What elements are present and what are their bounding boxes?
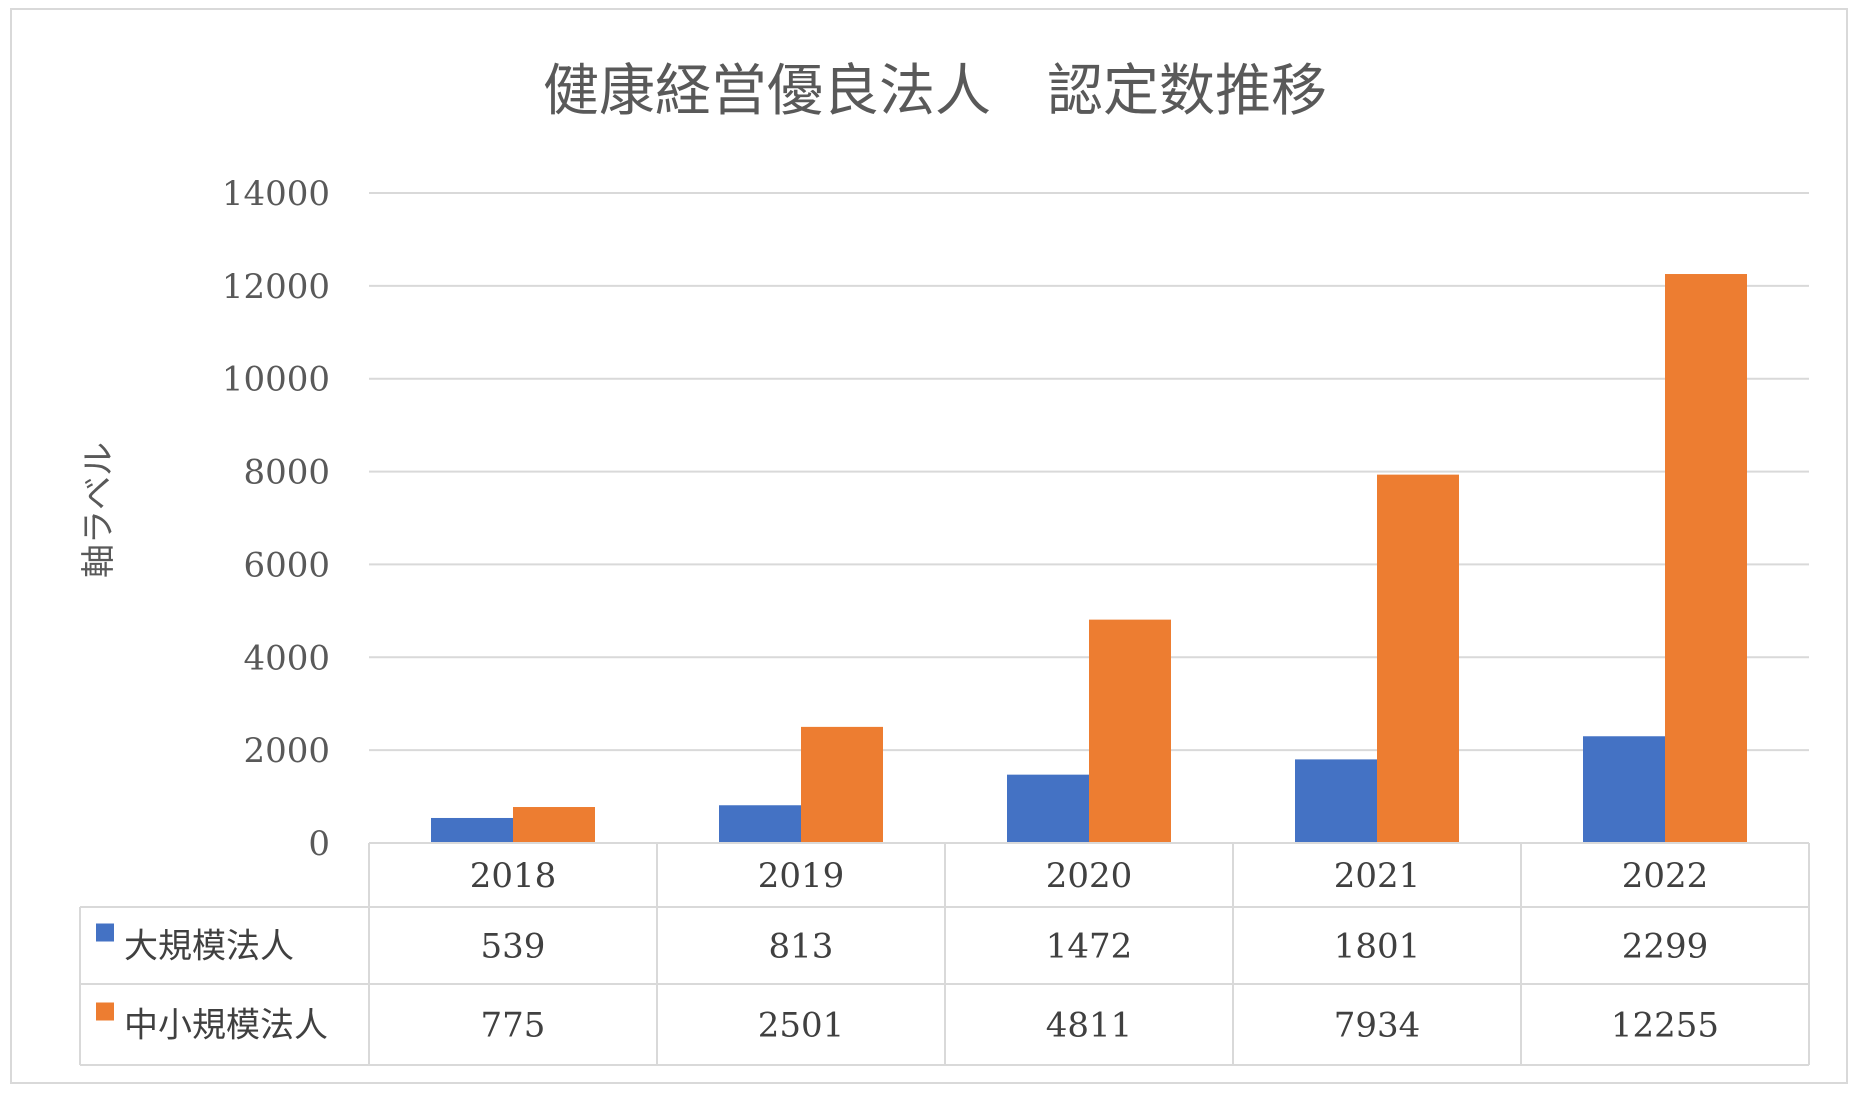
bar bbox=[1583, 736, 1665, 843]
bar bbox=[513, 807, 595, 843]
bars bbox=[431, 274, 1747, 844]
bar bbox=[431, 817, 513, 843]
data-label: 1801 bbox=[1334, 927, 1421, 967]
bar bbox=[1007, 774, 1089, 843]
bar bbox=[1665, 274, 1747, 844]
y-tick-label: 4000 bbox=[243, 638, 330, 678]
data-table: 2018 2019 2020 2021 2022 大規模法人 539 813 1472 1801 2… bbox=[79, 842, 1810, 1066]
data-label: 775 bbox=[481, 1006, 546, 1046]
chart-title: 健康経営優良法人 認定数推移 bbox=[543, 59, 1327, 124]
y-tick-label: 14000 bbox=[222, 174, 330, 214]
legend-key bbox=[96, 1002, 114, 1021]
x-tick-label: 2020 bbox=[1046, 856, 1133, 896]
y-tick-label: 2000 bbox=[243, 731, 330, 771]
data-label: 7934 bbox=[1334, 1006, 1421, 1046]
gridlines bbox=[369, 192, 1809, 752]
y-tick-label: 12000 bbox=[222, 267, 330, 307]
y-tick-label: 8000 bbox=[243, 453, 330, 493]
y-tick-label: 10000 bbox=[222, 360, 330, 400]
x-tick-label: 2018 bbox=[470, 856, 557, 896]
series-label: 大規模法人 bbox=[124, 927, 294, 967]
data-label: 2299 bbox=[1622, 927, 1709, 967]
bar bbox=[719, 805, 801, 843]
y-tick-label: 6000 bbox=[243, 545, 330, 585]
series-label: 中小規模法人 bbox=[124, 1006, 328, 1046]
bar bbox=[1295, 759, 1377, 843]
data-label: 2501 bbox=[758, 1006, 845, 1046]
x-tick-label: 2021 bbox=[1334, 856, 1421, 896]
bar bbox=[1089, 619, 1171, 843]
x-tick-label: 2022 bbox=[1622, 856, 1709, 896]
bar bbox=[1377, 474, 1459, 843]
y-tick-label: 0 bbox=[308, 824, 330, 864]
y-axis-tick-labels: 0 2000 4000 6000 8000 10000 12000 14000 bbox=[222, 174, 330, 864]
bar bbox=[801, 726, 883, 843]
data-label: 12255 bbox=[1611, 1006, 1719, 1046]
y-axis-title: 軸ラベル bbox=[79, 442, 119, 578]
data-label: 539 bbox=[481, 927, 546, 967]
data-label: 813 bbox=[769, 927, 834, 967]
chart-frame bbox=[10, 8, 1848, 1084]
data-label: 4811 bbox=[1046, 1006, 1133, 1046]
data-label: 1472 bbox=[1046, 927, 1133, 967]
x-tick-label: 2019 bbox=[758, 856, 845, 896]
legend-key bbox=[96, 923, 114, 942]
